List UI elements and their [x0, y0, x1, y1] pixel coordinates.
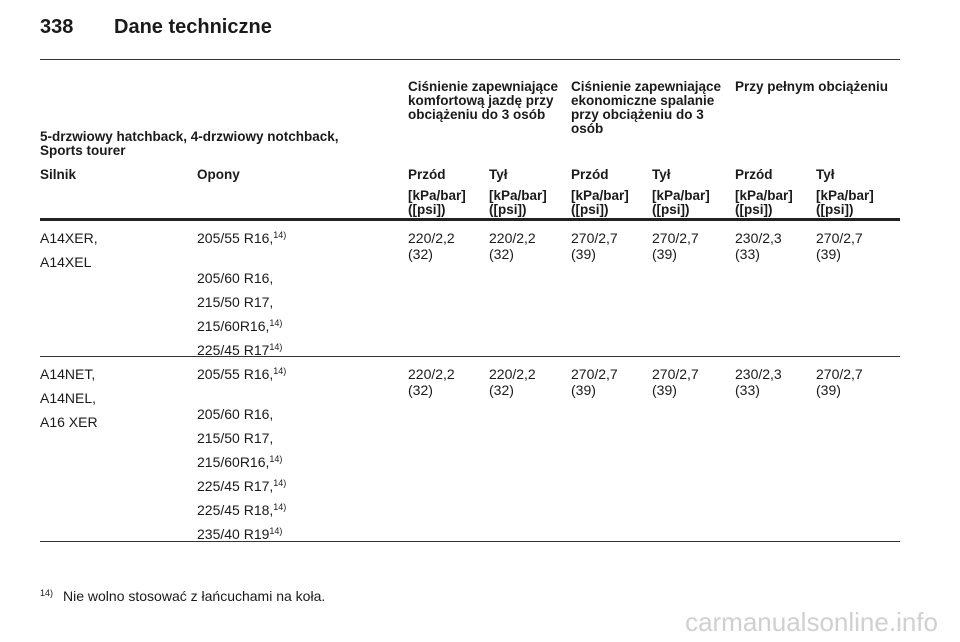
pressure-kpa-bar: 220/2,2 [408, 366, 455, 382]
pressure-psi: (32) [489, 382, 514, 398]
footnote-ref: 14) [273, 366, 287, 376]
engine-name: A14NEL, [40, 390, 97, 406]
unit-label-kpa: [kPa/bar] [735, 188, 793, 203]
pressure-psi: (33) [735, 382, 760, 398]
footnote-ref: 14) [269, 454, 283, 464]
axle-label: Tył [489, 167, 508, 182]
footnote-ref: 14) [273, 230, 287, 240]
unit-label-psi: ([psi]) [735, 202, 773, 217]
tyres-column-header: Opony [197, 167, 240, 182]
vehicle-types-header: 5-drzwiowy hatchback, 4-drzwiowy notchba… [40, 129, 339, 158]
axle-label: Przód [408, 167, 446, 182]
engine-name: A14XER, [40, 230, 98, 246]
tyre-size: 225/45 R17,14) [197, 478, 287, 494]
footnote: 14) Nie wolno stosować z łańcuchami na ko… [40, 588, 325, 604]
unit-label-psi: ([psi]) [489, 202, 527, 217]
engine-name: A14NET, [40, 366, 96, 382]
pressure-kpa-bar: 220/2,2 [408, 230, 455, 246]
tyre-size: 205/60 R16, [197, 406, 274, 422]
tyre-size: 205/60 R16, [197, 270, 274, 286]
pressure-kpa-bar: 270/2,7 [571, 230, 618, 246]
pressure-kpa-bar: 220/2,2 [489, 230, 536, 246]
engine-name: A14XEL [40, 254, 92, 270]
watermark-text: carmanualsonline.info [685, 607, 938, 637]
tyre-size: 225/45 R18,14) [197, 502, 287, 518]
row-divider [40, 541, 900, 542]
row-divider [40, 356, 900, 357]
tyre-size: 205/55 R16,14) [197, 366, 287, 382]
footnote-ref: 14) [273, 502, 287, 512]
pressure-psi: (33) [735, 246, 760, 262]
axle-label: Przód [735, 167, 773, 182]
pressure-kpa-bar: 270/2,7 [816, 230, 863, 246]
footnote-mark: 14) [40, 588, 54, 598]
tyre-size: 235/40 R1914) [197, 526, 283, 542]
pressure-psi: (39) [816, 246, 841, 262]
unit-label-kpa: [kPa/bar] [408, 188, 466, 203]
unit-label-kpa: [kPa/bar] [489, 188, 547, 203]
tyre-size: 215/60R16,14) [197, 318, 283, 334]
footnote-ref: 14) [269, 318, 283, 328]
pressure-psi: (32) [408, 382, 433, 398]
pressure-kpa-bar: 270/2,7 [652, 230, 699, 246]
footnote-ref: 14) [269, 342, 283, 352]
unit-label-kpa: [kPa/bar] [816, 188, 874, 203]
pressure-psi: (39) [571, 246, 596, 262]
axle-label: Tył [816, 167, 835, 182]
pressure-kpa-bar: 220/2,2 [489, 366, 536, 382]
tyre-size: 205/55 R16,14) [197, 230, 287, 246]
footnote-ref: 14) [273, 478, 287, 488]
pressure-psi: (32) [489, 246, 514, 262]
tyre-size: 215/50 R17, [197, 294, 274, 310]
engine-name: A16 XER [40, 414, 98, 430]
pressure-kpa-bar: 230/2,3 [735, 230, 782, 246]
eco-pressure-header: Ciśnienie zapewniające ekonomiczne spala… [571, 79, 722, 136]
pressure-kpa-bar: 270/2,7 [652, 366, 699, 382]
unit-label-kpa: [kPa/bar] [652, 188, 710, 203]
pressure-psi: (39) [816, 382, 841, 398]
tyre-size: 215/50 R17, [197, 430, 274, 446]
pressure-psi: (39) [652, 246, 677, 262]
pressure-psi: (39) [652, 382, 677, 398]
unit-label-psi: ([psi]) [816, 202, 854, 217]
tyre-size: 215/60R16,14) [197, 454, 283, 470]
footnote-ref: 14) [269, 526, 283, 536]
pressure-kpa-bar: 270/2,7 [816, 366, 863, 382]
pressure-kpa-bar: 230/2,3 [735, 366, 782, 382]
unit-label-psi: ([psi]) [652, 202, 690, 217]
unit-label-psi: ([psi]) [571, 202, 609, 217]
full-load-header: Przy pełnym obciążeniu [735, 79, 889, 94]
tyre-size: 225/45 R1714) [197, 342, 283, 358]
page-number: 338 [40, 16, 74, 38]
page-header: 338 Dane techniczne [40, 16, 272, 39]
axle-label: Tył [652, 167, 671, 182]
pressure-kpa-bar: 270/2,7 [571, 366, 618, 382]
header-bottom-rule [40, 218, 900, 221]
axle-label: Przód [571, 167, 609, 182]
unit-label-kpa: [kPa/bar] [571, 188, 629, 203]
unit-label-psi: ([psi]) [408, 202, 446, 217]
engine-column-header: Silnik [40, 167, 77, 182]
pressure-psi: (39) [571, 382, 596, 398]
header-rule [40, 59, 900, 60]
page-title: Dane techniczne [114, 16, 272, 38]
comfort-pressure-header: Ciśnienie zapewniające komfortową jazdę … [408, 79, 559, 122]
pressure-psi: (32) [408, 246, 433, 262]
footnote-text: Nie wolno stosować z łańcuchami na koła. [63, 588, 326, 604]
